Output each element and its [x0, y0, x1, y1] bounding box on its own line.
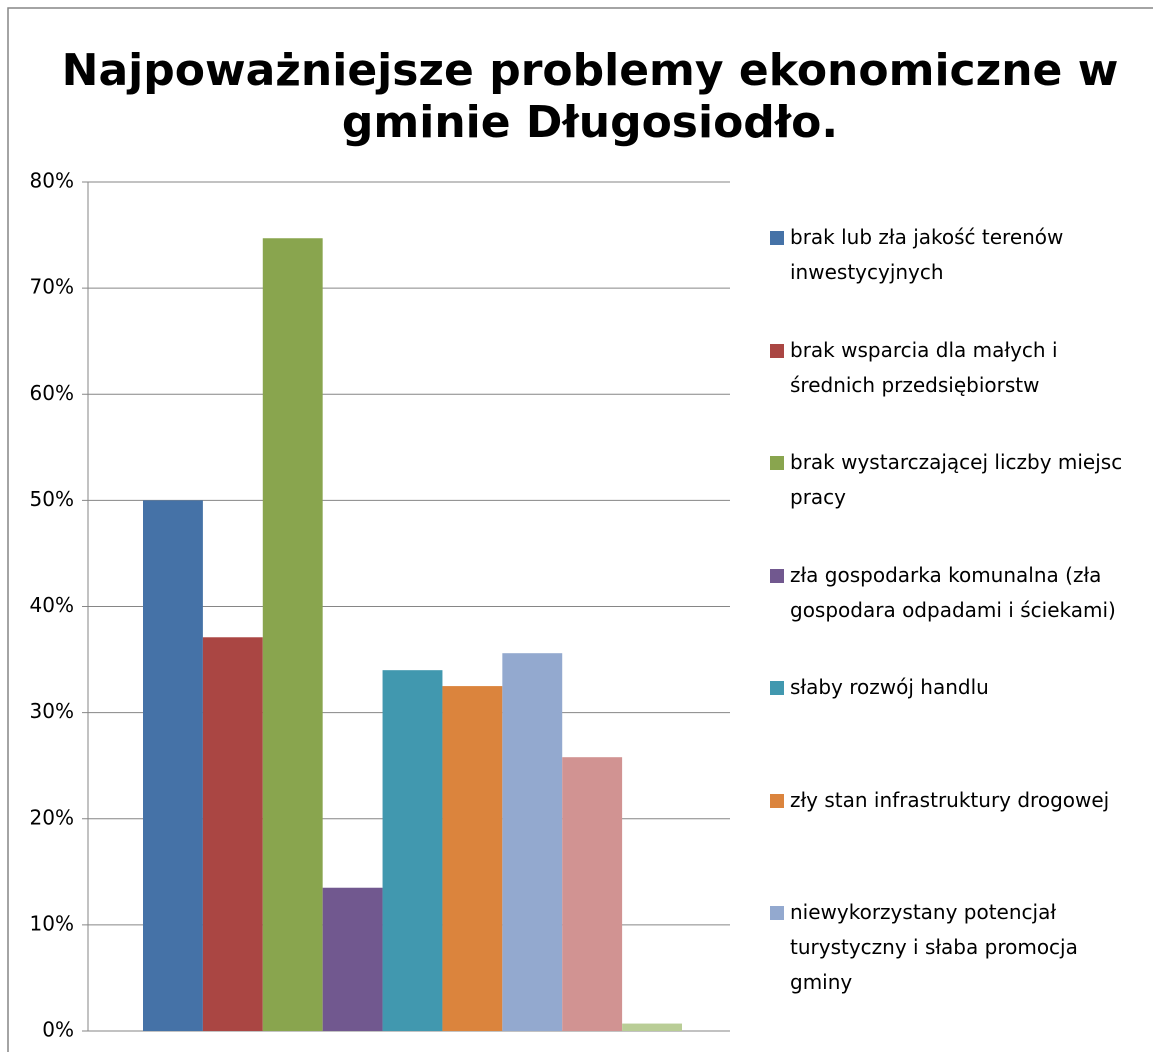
- legend-label: zła gospodarka komunalna (zła gospodara …: [790, 562, 1116, 622]
- legend-label: brak wystarczającej liczby miejsc pracy: [790, 450, 1123, 509]
- bar: [143, 500, 203, 1031]
- y-tick-label: 80%: [30, 169, 74, 193]
- chart-title: Najpoważniejsze problemy ekonomiczne w g…: [61, 45, 1119, 148]
- legend-label: niewykorzystany potencjał turystyczny i …: [790, 900, 1078, 994]
- y-tick-label: 0%: [42, 1018, 74, 1042]
- legend-entry: brak lub zła jakość terenów inwestycyjny…: [770, 220, 1140, 290]
- bar: [562, 757, 623, 1031]
- legend-label: brak lub zła jakość terenów inwestycyjny…: [790, 225, 1064, 284]
- y-tick-label: 10%: [30, 911, 74, 935]
- legend-entry: słaby rozwój handlu: [770, 670, 1140, 705]
- bar: [502, 653, 563, 1031]
- bar: [382, 670, 443, 1031]
- y-tick-label: 50%: [30, 487, 74, 511]
- legend-entry: brak wystarczającej liczby miejsc pracy: [770, 445, 1140, 515]
- legend-label: brak wsparcia dla małych i średnich prze…: [790, 337, 1058, 397]
- y-tick-label: 20%: [30, 805, 74, 829]
- legend-label: słaby rozwój handlu: [790, 675, 989, 699]
- bar: [262, 238, 323, 1032]
- legend-swatch: [770, 793, 784, 808]
- legend-entry: niewykorzystany potencjał turystyczny i …: [770, 895, 1140, 1000]
- y-tick-label: 60%: [30, 381, 74, 405]
- chart-border: [7, 7, 1153, 1052]
- legend-swatch: [770, 906, 784, 920]
- legend-swatch: [770, 568, 784, 583]
- legend-label: zły stan infrastruktury drogowej: [790, 787, 1110, 812]
- legend-swatch: [770, 343, 784, 358]
- bar: [202, 637, 263, 1031]
- y-tick-label: 70%: [30, 275, 74, 299]
- legend-entry: zła gospodarka komunalna (zła gospodara …: [770, 558, 1140, 628]
- legend-entry: brak wsparcia dla małych i średnich prze…: [770, 333, 1140, 403]
- legend-swatch: [770, 456, 784, 470]
- bar: [442, 686, 503, 1031]
- y-tick-label: 30%: [30, 699, 74, 723]
- y-tick-label: 40%: [30, 593, 74, 617]
- bar: [622, 1023, 682, 1031]
- legend-swatch: [770, 681, 784, 695]
- legend-entry: zły stan infrastruktury drogowej: [770, 783, 1140, 818]
- legend-swatch: [770, 231, 784, 245]
- bar: [322, 887, 383, 1031]
